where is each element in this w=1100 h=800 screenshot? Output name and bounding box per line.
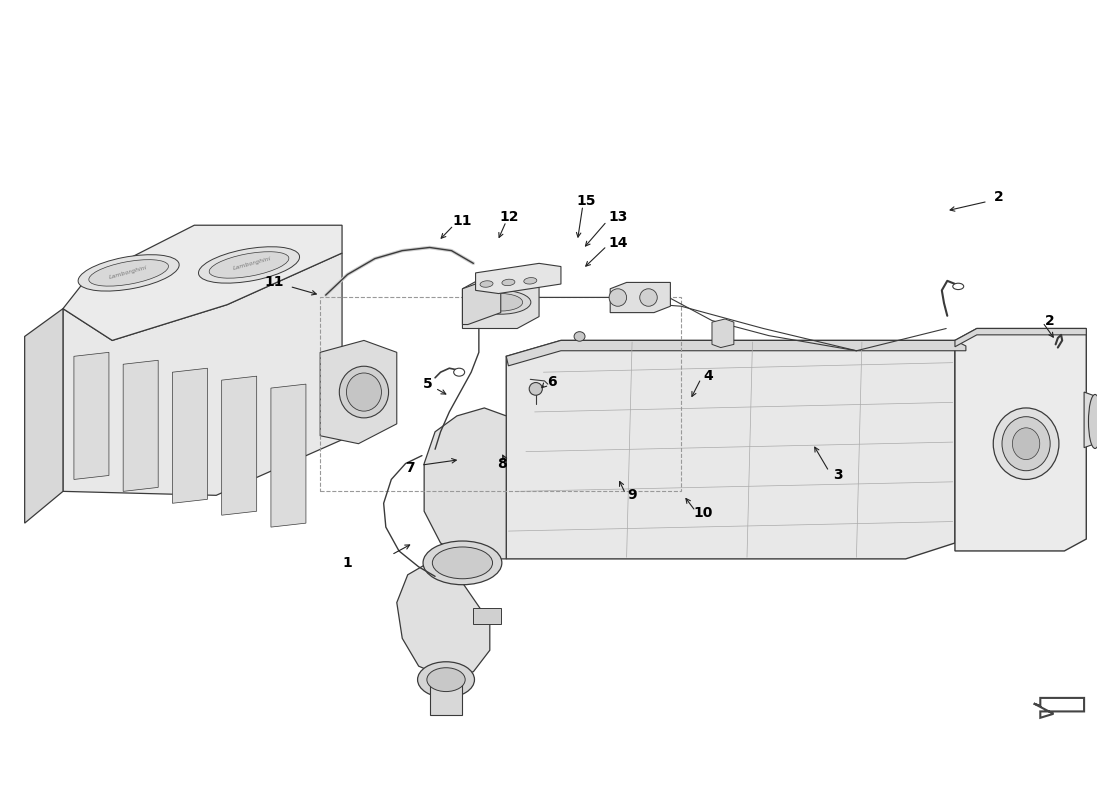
- Polygon shape: [462, 277, 501, 325]
- Ellipse shape: [453, 368, 464, 376]
- Text: 11: 11: [264, 275, 284, 290]
- Text: 9: 9: [627, 488, 637, 502]
- Text: 5: 5: [422, 377, 432, 391]
- Polygon shape: [74, 352, 109, 479]
- Polygon shape: [173, 368, 208, 503]
- Text: 15: 15: [576, 194, 596, 208]
- Ellipse shape: [953, 283, 964, 290]
- Ellipse shape: [198, 246, 299, 283]
- Polygon shape: [462, 277, 539, 329]
- Polygon shape: [1034, 698, 1085, 718]
- Polygon shape: [24, 309, 63, 523]
- Polygon shape: [123, 360, 158, 491]
- Text: 10: 10: [693, 506, 713, 520]
- Text: Lamborghini: Lamborghini: [109, 266, 148, 281]
- Ellipse shape: [574, 332, 585, 342]
- Bar: [320, 297, 681, 491]
- Ellipse shape: [480, 281, 493, 287]
- Text: 7: 7: [405, 461, 415, 474]
- Ellipse shape: [78, 254, 179, 291]
- Bar: [473, 608, 500, 624]
- Ellipse shape: [502, 279, 515, 286]
- Polygon shape: [712, 319, 734, 347]
- Ellipse shape: [427, 668, 465, 691]
- Text: 2: 2: [993, 190, 1003, 205]
- Ellipse shape: [478, 294, 522, 311]
- Polygon shape: [320, 341, 397, 444]
- Ellipse shape: [1089, 394, 1100, 449]
- Polygon shape: [63, 226, 342, 341]
- Text: 14: 14: [608, 236, 628, 250]
- Ellipse shape: [346, 373, 382, 411]
- Polygon shape: [271, 384, 306, 527]
- Ellipse shape: [1012, 428, 1040, 459]
- Text: 6: 6: [548, 374, 557, 389]
- Text: 12: 12: [499, 210, 519, 224]
- Ellipse shape: [640, 289, 658, 306]
- Ellipse shape: [1002, 417, 1050, 470]
- Text: 1: 1: [343, 556, 352, 570]
- Ellipse shape: [524, 278, 537, 284]
- Text: Lamborghini: Lamborghini: [232, 256, 272, 271]
- Ellipse shape: [993, 408, 1059, 479]
- Ellipse shape: [609, 289, 627, 306]
- Text: 2: 2: [1045, 314, 1055, 327]
- Polygon shape: [475, 263, 561, 294]
- Ellipse shape: [424, 541, 502, 585]
- Text: 3: 3: [833, 469, 843, 482]
- Polygon shape: [430, 680, 462, 715]
- Ellipse shape: [339, 366, 388, 418]
- Ellipse shape: [432, 547, 493, 578]
- Ellipse shape: [529, 382, 542, 395]
- Polygon shape: [506, 341, 966, 366]
- Ellipse shape: [89, 260, 168, 286]
- Polygon shape: [955, 329, 1087, 346]
- Polygon shape: [63, 253, 342, 495]
- Text: 13: 13: [608, 210, 627, 224]
- Ellipse shape: [471, 290, 531, 314]
- Polygon shape: [425, 408, 506, 559]
- Text: 8: 8: [497, 457, 507, 470]
- Text: 4: 4: [704, 369, 714, 383]
- Ellipse shape: [418, 662, 474, 698]
- Polygon shape: [222, 376, 256, 515]
- Text: 11: 11: [453, 214, 472, 228]
- Polygon shape: [610, 282, 670, 313]
- Polygon shape: [506, 341, 955, 559]
- Ellipse shape: [209, 252, 289, 278]
- Polygon shape: [955, 329, 1087, 551]
- Polygon shape: [1085, 392, 1094, 448]
- Polygon shape: [397, 559, 490, 678]
